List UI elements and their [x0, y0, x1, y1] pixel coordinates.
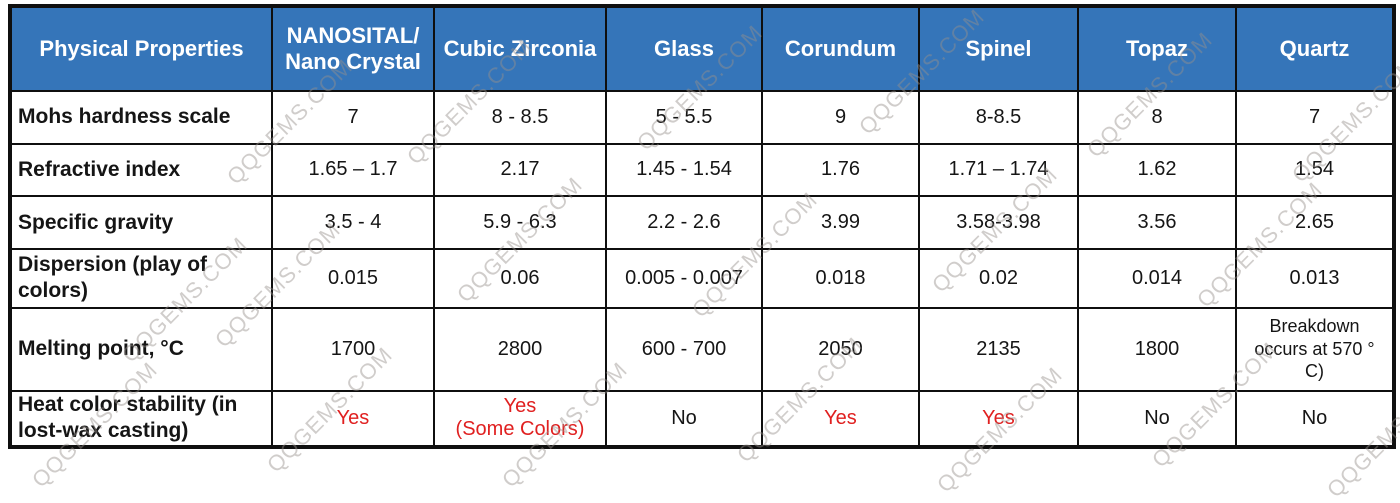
header-spinel: Spinel [918, 5, 1079, 92]
table-row-heat-color-stability: Heat color stability (in lost-wax castin… [9, 389, 1395, 449]
table-cell: 2.17 [433, 142, 607, 198]
header-glass: Glass [605, 5, 763, 92]
table-cell: 0.06 [433, 247, 607, 309]
table-cell: 1.62 [1077, 142, 1237, 198]
table-row-melting-point: Melting point, °C 1700 2800 600 - 700 20… [9, 306, 1395, 392]
table-cell: Breakdown occurs at 570 ° C) [1235, 306, 1395, 392]
table-cell: 1.54 [1235, 142, 1395, 198]
table-row-specific-gravity: Specific gravity 3.5 - 4 5.9 - 6.3 2.2 -… [9, 195, 1395, 250]
table-cell: 1.76 [761, 142, 920, 198]
table-cell: 1.45 - 1.54 [605, 142, 763, 198]
table-cell: 9 [761, 90, 920, 145]
table-cell: Yes [918, 389, 1079, 449]
header-cubic-zirconia: Cubic Zirconia [433, 5, 607, 92]
table-cell: 1800 [1077, 306, 1237, 392]
table-cell: 3.99 [761, 195, 920, 250]
header-nanosital: NANOSITAL/ Nano Crystal [271, 5, 435, 92]
table-cell: 3.5 - 4 [271, 195, 435, 250]
table-cell: 1.71 – 1.74 [918, 142, 1079, 198]
row-label-refractive-index: Refractive index [9, 142, 273, 198]
header-topaz: Topaz [1077, 5, 1237, 92]
table-cell: No [1235, 389, 1395, 449]
table-cell: No [605, 389, 763, 449]
table-cell: 8-8.5 [918, 90, 1079, 145]
table-cell: 0.015 [271, 247, 435, 309]
table-cell: 0.018 [761, 247, 920, 309]
table-cell: 600 - 700 [605, 306, 763, 392]
table-row-mohs-hardness: Mohs hardness scale 7 8 - 8.5 5 - 5.5 9 … [9, 90, 1395, 145]
header-quartz: Quartz [1235, 5, 1395, 92]
table-cell: 7 [1235, 90, 1395, 145]
table-row-refractive-index: Refractive index 1.65 – 1.7 2.17 1.45 - … [9, 142, 1395, 198]
row-label-mohs-hardness: Mohs hardness scale [9, 90, 273, 145]
header-physical-properties: Physical Properties [9, 5, 273, 92]
table-cell: 0.013 [1235, 247, 1395, 309]
table-cell: 3.56 [1077, 195, 1237, 250]
row-label-specific-gravity: Specific gravity [9, 195, 273, 250]
table-cell: 3.58-3.98 [918, 195, 1079, 250]
table-cell: 2.2 - 2.6 [605, 195, 763, 250]
table-cell: 5 - 5.5 [605, 90, 763, 145]
table-cell: 0.005 - 0.007 [605, 247, 763, 309]
header-corundum: Corundum [761, 5, 920, 92]
table-cell: 2135 [918, 306, 1079, 392]
table-cell: 8 [1077, 90, 1237, 145]
row-label-melting-point: Melting point, °C [9, 306, 273, 392]
table-cell: 0.02 [918, 247, 1079, 309]
table-cell: 8 - 8.5 [433, 90, 607, 145]
table-cell: 2050 [761, 306, 920, 392]
table-cell: Yes [761, 389, 920, 449]
table-cell: 2.65 [1235, 195, 1395, 250]
table-cell: 1700 [271, 306, 435, 392]
table-cell: 7 [271, 90, 435, 145]
table-cell: Yes (Some Colors) [433, 389, 607, 449]
table-cell: Yes [271, 389, 435, 449]
physical-properties-table: Physical Properties NANOSITAL/ Nano Crys… [8, 4, 1396, 449]
table-cell: 1.65 – 1.7 [271, 142, 435, 198]
table-cell: 0.014 [1077, 247, 1237, 309]
table-header-row: Physical Properties NANOSITAL/ Nano Crys… [9, 5, 1395, 92]
table-cell: 5.9 - 6.3 [433, 195, 607, 250]
row-label-dispersion: Dispersion (play of colors) [9, 247, 273, 309]
table-row-dispersion: Dispersion (play of colors) 0.015 0.06 0… [9, 247, 1395, 309]
row-label-heat-color-stability: Heat color stability (in lost-wax castin… [9, 389, 273, 449]
table-cell: No [1077, 389, 1237, 449]
table-cell: 2800 [433, 306, 607, 392]
